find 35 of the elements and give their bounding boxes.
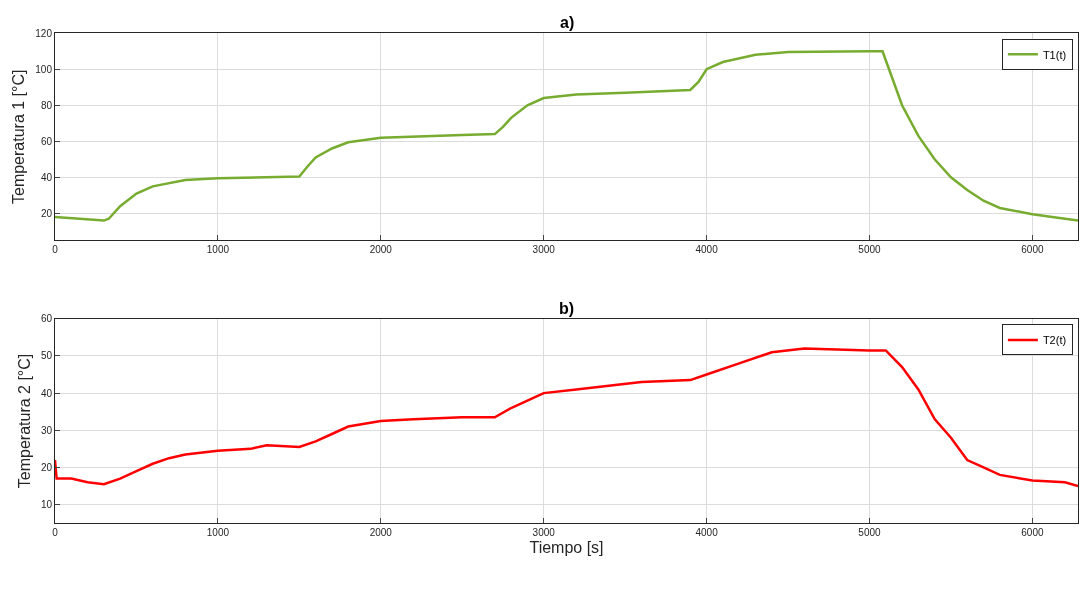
line-series	[55, 347, 1078, 488]
legend-label: T2(t)	[1042, 334, 1067, 347]
x-tick-label: 1000	[206, 527, 230, 539]
y-tick-label: 80	[40, 99, 53, 111]
x-tick-label: 5000	[858, 244, 882, 256]
x-tick-label: 4000	[695, 244, 719, 256]
x-tick-label: 2000	[369, 244, 393, 256]
y-tick-label: 100	[35, 63, 53, 75]
y-tick-label: 40	[40, 171, 53, 183]
y-axis-title: Temperatura 1 [°C]	[10, 69, 28, 205]
x-tick-label: 5000	[858, 527, 882, 539]
legend-label: T1(t)	[1042, 48, 1067, 61]
x-tick-label: 3000	[532, 527, 556, 539]
y-tick-label: 30	[40, 424, 53, 436]
y-tick-label: 120	[35, 27, 53, 39]
x-tick-label: 6000	[1021, 244, 1044, 256]
x-axis-title: Tiempo [s]	[529, 538, 604, 556]
y-axis-title: Temperatura 2 [°C]	[15, 353, 33, 489]
y-tick-label: 60	[40, 313, 53, 325]
y-tick-label: 20	[40, 207, 53, 219]
y-tick-label: 40	[40, 387, 53, 399]
x-tick-label: 0	[52, 527, 59, 539]
y-tick-label: 20	[40, 461, 53, 473]
x-tick-label: 0	[52, 244, 59, 256]
x-tick-label: 2000	[369, 527, 393, 539]
chart-title: b)	[559, 300, 575, 317]
chart-title: a)	[560, 14, 575, 31]
x-tick-label: 3000	[532, 244, 556, 256]
x-tick-label: 1000	[206, 244, 230, 256]
line-series	[55, 49, 1078, 222]
y-tick-label: 60	[40, 135, 53, 147]
y-tick-label: 10	[40, 499, 53, 511]
y-tick-label: 50	[40, 350, 53, 362]
x-tick-label: 4000	[695, 527, 719, 539]
x-tick-label: 6000	[1021, 527, 1044, 539]
